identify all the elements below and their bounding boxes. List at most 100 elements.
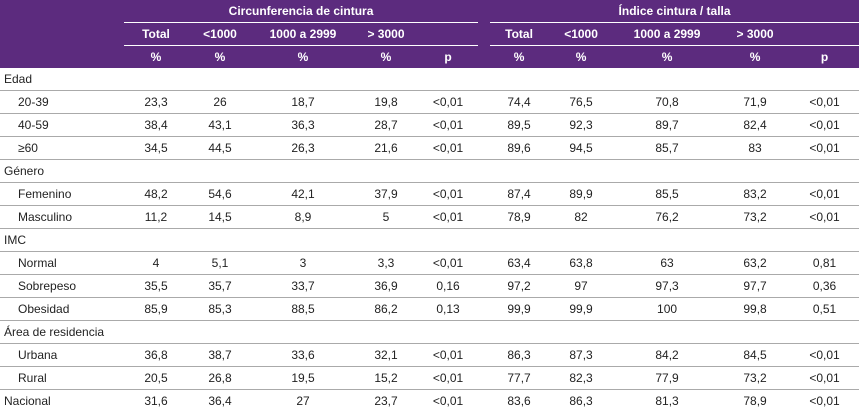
cell-cc-1000-2999: 33,6 [252,344,354,367]
header-unit: % [548,46,614,69]
cell-cc-p: 0,16 [418,275,478,298]
header-corner [0,23,124,46]
cell-ict-total: 86,3 [490,344,548,367]
cell-ict-p: <0,01 [790,367,859,390]
cell-cc-1000-2999: 27 [252,390,354,412]
cell-gap [478,344,490,367]
cell-gap [478,91,490,114]
cell-ict-gt3000: 73,2 [720,206,790,229]
cell-cc-1000-2999: 33,7 [252,275,354,298]
cell-gap [478,367,490,390]
table-row: Urbana 36,8 38,7 33,6 32,1 <0,01 86,3 87… [0,344,859,367]
row-label: Urbana [0,344,124,367]
cell-ict-lt1000: 82,3 [548,367,614,390]
cell-cc-p: 0,13 [418,298,478,321]
cell-cc-lt1000: 26 [188,91,252,114]
cell-cc-total: 31,6 [124,390,188,412]
table-row: Obesidad 85,9 85,3 88,5 86,2 0,13 99,9 9… [0,298,859,321]
header-unit: % [252,46,354,69]
header-col-lt1000: <1000 [548,23,614,46]
cell-ict-total: 89,6 [490,137,548,160]
cell-cc-gt3000: 15,2 [354,367,418,390]
cell-ict-gt3000: 63,2 [720,252,790,275]
cell-cc-p: <0,01 [418,114,478,137]
cell-ict-1000-2999: 63 [614,252,720,275]
header-corner [0,46,124,69]
cell-ict-p: <0,01 [790,183,859,206]
cell-ict-gt3000: 84,5 [720,344,790,367]
cell-cc-gt3000: 3,3 [354,252,418,275]
header-gap [478,0,490,23]
header-unit: % [614,46,720,69]
header-group-indice: Índice cintura / talla [490,0,859,23]
cell-gap [478,252,490,275]
cell-ict-total: 63,4 [490,252,548,275]
cell-ict-total: 74,4 [490,91,548,114]
header-gap [478,23,490,46]
table-row: Sobrepeso 35,5 35,7 33,7 36,9 0,16 97,2 … [0,275,859,298]
row-label: Femenino [0,183,124,206]
section-label: Edad [0,68,859,91]
cell-ict-p: 0,51 [790,298,859,321]
cell-cc-gt3000: 36,9 [354,275,418,298]
cell-cc-gt3000: 19,8 [354,91,418,114]
cell-ict-lt1000: 82 [548,206,614,229]
row-label: ≥60 [0,137,124,160]
section-label: Área de residencia [0,321,859,344]
header-unit: % [124,46,188,69]
cell-cc-p: <0,01 [418,390,478,412]
cell-ict-gt3000: 83,2 [720,183,790,206]
header-col-gt3000: > 3000 [354,23,418,46]
header-col-blank [418,23,478,46]
cell-ict-lt1000: 94,5 [548,137,614,160]
table-row: ≥60 34,5 44,5 26,3 21,6 <0,01 89,6 94,5 … [0,137,859,160]
cell-cc-p: <0,01 [418,367,478,390]
table-row: Femenino 48,2 54,6 42,1 37,9 <0,01 87,4 … [0,183,859,206]
cell-cc-1000-2999: 8,9 [252,206,354,229]
header-row-units: % % % % p % % % % p [0,46,859,69]
header-corner [0,0,124,23]
cell-ict-1000-2999: 85,7 [614,137,720,160]
row-label: Rural [0,367,124,390]
cell-cc-total: 4 [124,252,188,275]
cell-ict-total: 97,2 [490,275,548,298]
header-unit: % [490,46,548,69]
row-label: 20-39 [0,91,124,114]
cell-cc-p: <0,01 [418,91,478,114]
header-col-lt1000: <1000 [188,23,252,46]
cell-cc-total: 34,5 [124,137,188,160]
cell-cc-total: 11,2 [124,206,188,229]
cell-cc-gt3000: 32,1 [354,344,418,367]
cell-ict-gt3000: 99,8 [720,298,790,321]
section-label: Género [0,160,859,183]
header-unit: % [354,46,418,69]
header-col-1000-2999: 1000 a 2999 [252,23,354,46]
cell-gap [478,390,490,412]
cell-gap [478,206,490,229]
cell-cc-lt1000: 43,1 [188,114,252,137]
cell-ict-1000-2999: 85,5 [614,183,720,206]
cell-ict-1000-2999: 89,7 [614,114,720,137]
table-row: Rural 20,5 26,8 19,5 15,2 <0,01 77,7 82,… [0,367,859,390]
cell-ict-1000-2999: 76,2 [614,206,720,229]
cell-cc-p: <0,01 [418,252,478,275]
cell-cc-1000-2999: 42,1 [252,183,354,206]
cell-ict-p: 0,81 [790,252,859,275]
cell-ict-p: <0,01 [790,91,859,114]
row-label: Nacional [0,390,124,412]
cell-cc-p: <0,01 [418,344,478,367]
cell-cc-gt3000: 21,6 [354,137,418,160]
cell-gap [478,137,490,160]
row-label: Sobrepeso [0,275,124,298]
cell-ict-gt3000: 83 [720,137,790,160]
table-row: Normal 4 5,1 3 3,3 <0,01 63,4 63,8 63 63… [0,252,859,275]
cell-cc-total: 48,2 [124,183,188,206]
header-col-total: Total [490,23,548,46]
cell-cc-lt1000: 14,5 [188,206,252,229]
cell-cc-1000-2999: 19,5 [252,367,354,390]
section-row: Área de residencia [0,321,859,344]
cell-cc-p: <0,01 [418,183,478,206]
cell-cc-lt1000: 38,7 [188,344,252,367]
header-row-groups: Circunferencia de cintura Índice cintura… [0,0,859,23]
cell-ict-gt3000: 71,9 [720,91,790,114]
